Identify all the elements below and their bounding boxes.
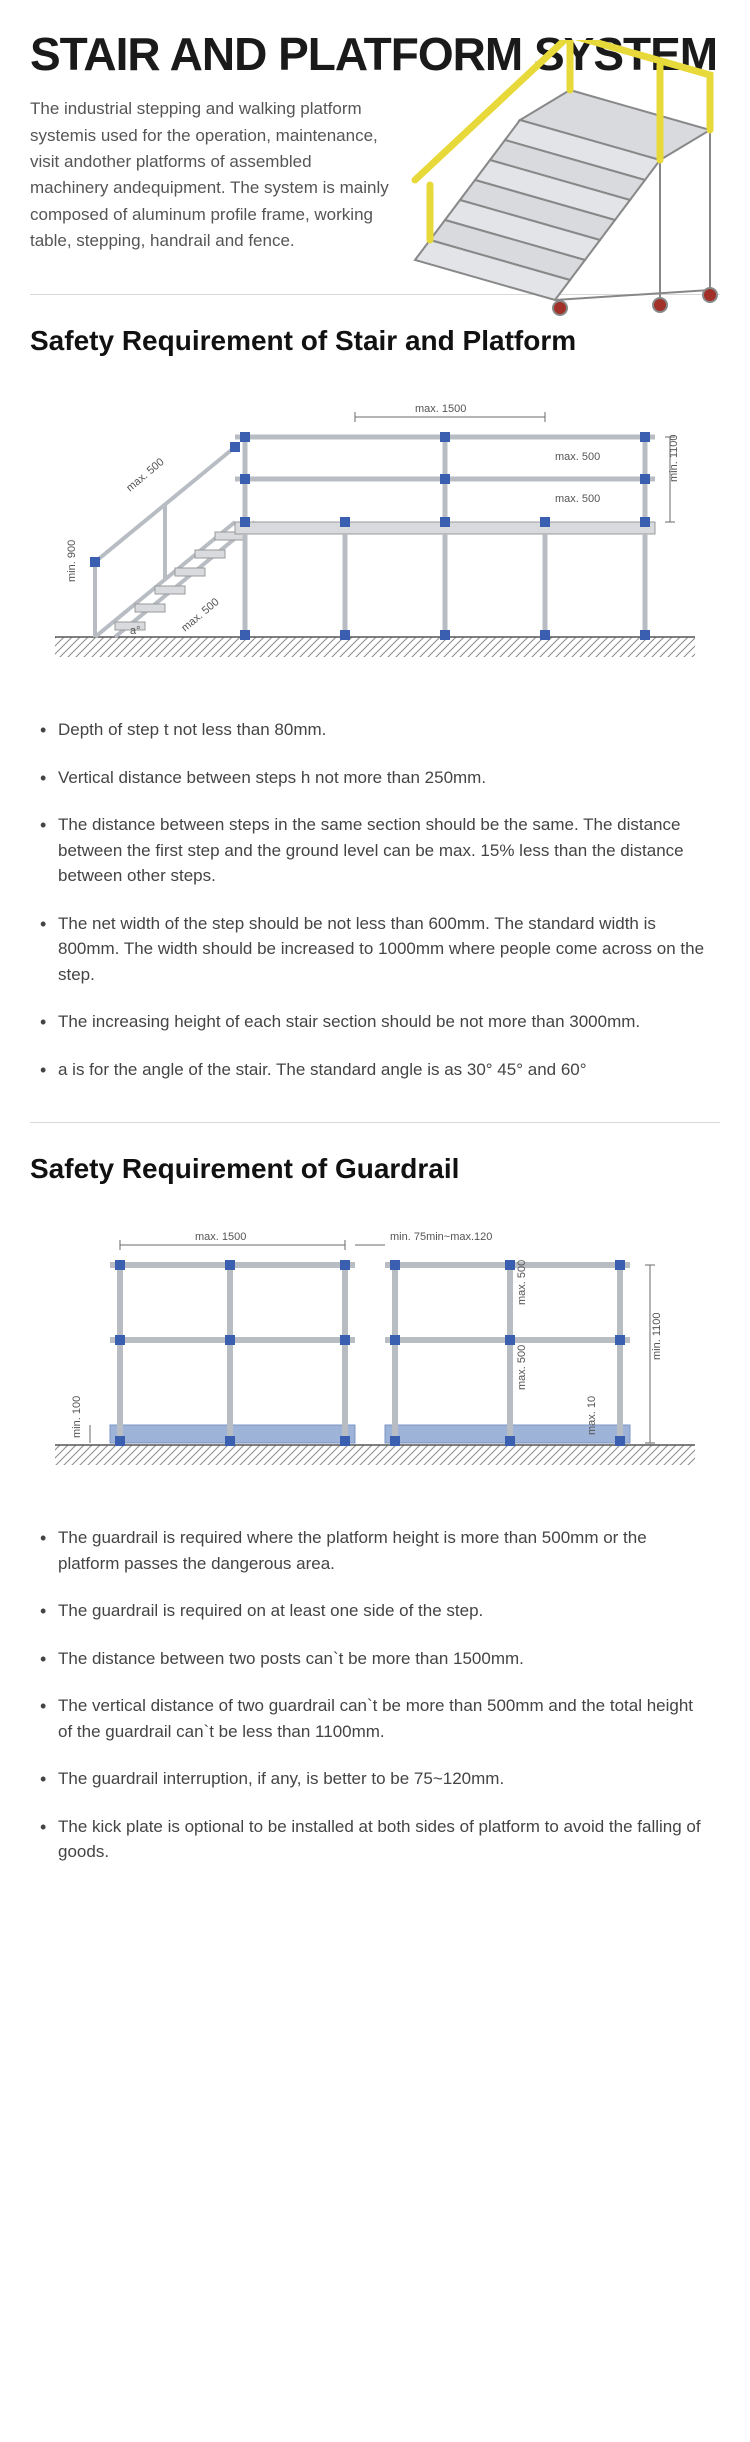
dim-min1100-2: min. 1100 xyxy=(651,1313,663,1361)
dim-max500b: max. 500 xyxy=(555,493,600,505)
dim-max1500: max. 1500 xyxy=(415,403,466,415)
list-item: a is for the angle of the stair. The sta… xyxy=(40,1057,710,1083)
section2-title: Safety Requirement of Guardrail xyxy=(30,1153,720,1185)
dim-max500a: max. 500 xyxy=(555,451,600,463)
dim-max1500-2: max. 1500 xyxy=(195,1231,246,1243)
hero-product-image xyxy=(400,40,740,360)
hero-description: The industrial stepping and walking plat… xyxy=(30,96,390,254)
dim-gap: min. 75min~max.120 xyxy=(390,1231,492,1243)
dim-max500-g1: max. 500 xyxy=(516,1260,528,1305)
list-item: The vertical distance of two guardrail c… xyxy=(40,1693,710,1744)
dim-min100: min. 100 xyxy=(71,1396,83,1438)
divider xyxy=(30,1122,720,1123)
dim-min900: min. 900 xyxy=(66,540,78,582)
dim-min1100: min. 1100 xyxy=(668,435,680,483)
hero-section: STAIR AND PLATFORM SYSTEM The industrial… xyxy=(30,30,720,254)
dim-max500-stair: max. 500 xyxy=(124,456,166,494)
section1-bullets: Depth of step t not less than 80mm. Vert… xyxy=(30,717,720,1082)
list-item: The net width of the step should be not … xyxy=(40,911,710,988)
list-item: The guardrail interruption, if any, is b… xyxy=(40,1766,710,1792)
guardrail-diagram: max. 1500 min. 75min~max.120 max. 500 ma… xyxy=(55,1210,695,1490)
list-item: Depth of step t not less than 80mm. xyxy=(40,717,710,743)
stair-platform-diagram: max. 1500 max. 500 max. 500 min. 1100 mi… xyxy=(55,382,695,682)
dim-alpha: a° xyxy=(130,625,141,637)
section2-bullets: The guardrail is required where the plat… xyxy=(30,1525,720,1865)
list-item: The increasing height of each stair sect… xyxy=(40,1009,710,1035)
list-item: The kick plate is optional to be install… xyxy=(40,1814,710,1865)
dim-max500-stair2: max. 500 xyxy=(179,596,221,634)
list-item: The distance between steps in the same s… xyxy=(40,812,710,889)
dim-max500-g2: max. 500 xyxy=(516,1345,528,1390)
dim-max10: max. 10 xyxy=(586,1396,598,1435)
list-item: Vertical distance between steps h not mo… xyxy=(40,765,710,791)
list-item: The guardrail is required where the plat… xyxy=(40,1525,710,1576)
list-item: The distance between two posts can`t be … xyxy=(40,1646,710,1672)
list-item: The guardrail is required on at least on… xyxy=(40,1598,710,1624)
